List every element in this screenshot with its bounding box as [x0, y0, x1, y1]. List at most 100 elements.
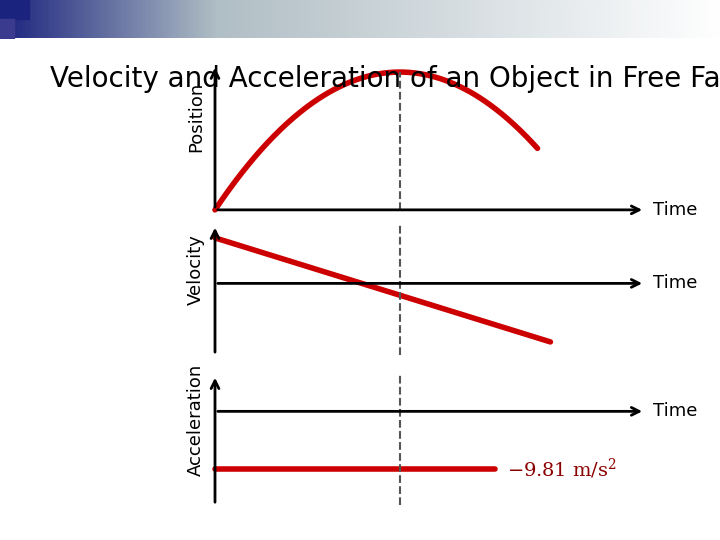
Bar: [634, 0, 636, 38]
Bar: [605, 0, 607, 38]
Bar: [86, 0, 89, 38]
Bar: [437, 0, 439, 38]
Bar: [655, 0, 657, 38]
Bar: [151, 0, 153, 38]
Bar: [708, 0, 711, 38]
Bar: [691, 0, 693, 38]
Bar: [643, 0, 646, 38]
Bar: [713, 0, 715, 38]
Bar: [518, 0, 521, 38]
Bar: [338, 0, 341, 38]
Bar: [607, 0, 610, 38]
Bar: [175, 0, 178, 38]
Bar: [250, 0, 252, 38]
Bar: [264, 0, 266, 38]
Bar: [542, 0, 545, 38]
Bar: [477, 0, 480, 38]
Bar: [259, 0, 261, 38]
Bar: [288, 0, 290, 38]
Bar: [48, 0, 50, 38]
Bar: [689, 0, 691, 38]
Bar: [403, 0, 405, 38]
Bar: [81, 0, 84, 38]
Bar: [230, 0, 233, 38]
Bar: [480, 0, 482, 38]
Bar: [549, 0, 552, 38]
Bar: [653, 0, 655, 38]
Bar: [310, 0, 312, 38]
Bar: [567, 0, 569, 38]
Bar: [65, 0, 67, 38]
Bar: [14, 0, 17, 38]
Bar: [142, 0, 144, 38]
Bar: [103, 0, 106, 38]
Bar: [315, 0, 317, 38]
Text: $\mathregular{-9.81\ m/s^2}$: $\mathregular{-9.81\ m/s^2}$: [508, 456, 617, 481]
Bar: [166, 0, 168, 38]
Bar: [91, 0, 94, 38]
Bar: [451, 0, 454, 38]
Bar: [439, 0, 441, 38]
Bar: [305, 0, 307, 38]
Bar: [624, 0, 626, 38]
Bar: [202, 0, 204, 38]
Bar: [276, 0, 279, 38]
Bar: [423, 0, 425, 38]
Bar: [63, 0, 65, 38]
Bar: [99, 0, 101, 38]
Bar: [269, 0, 271, 38]
Bar: [641, 0, 643, 38]
Bar: [55, 0, 58, 38]
Bar: [487, 0, 490, 38]
Bar: [679, 0, 682, 38]
Bar: [362, 0, 365, 38]
Bar: [552, 0, 554, 38]
Bar: [545, 0, 547, 38]
Bar: [614, 0, 617, 38]
Bar: [581, 0, 583, 38]
Bar: [12, 0, 14, 38]
Bar: [300, 0, 302, 38]
Bar: [670, 0, 672, 38]
Bar: [408, 0, 410, 38]
Bar: [636, 0, 639, 38]
Bar: [418, 0, 420, 38]
Bar: [312, 0, 315, 38]
Bar: [492, 0, 495, 38]
Bar: [302, 0, 305, 38]
Bar: [355, 0, 358, 38]
Bar: [617, 0, 619, 38]
Bar: [684, 0, 686, 38]
Bar: [199, 0, 202, 38]
Bar: [115, 0, 117, 38]
Bar: [351, 0, 353, 38]
Bar: [70, 0, 72, 38]
Bar: [475, 0, 477, 38]
Bar: [499, 0, 502, 38]
Bar: [482, 0, 485, 38]
Bar: [254, 0, 257, 38]
Bar: [297, 0, 300, 38]
Bar: [693, 0, 696, 38]
Bar: [79, 0, 81, 38]
Bar: [158, 0, 161, 38]
Bar: [504, 0, 506, 38]
Bar: [490, 0, 492, 38]
Bar: [108, 0, 110, 38]
Bar: [610, 0, 612, 38]
Bar: [293, 0, 295, 38]
Bar: [461, 0, 463, 38]
Bar: [394, 0, 396, 38]
Bar: [348, 0, 351, 38]
Bar: [569, 0, 571, 38]
Bar: [612, 0, 614, 38]
Bar: [598, 0, 600, 38]
Text: Acceleration: Acceleration: [187, 364, 205, 476]
Bar: [271, 0, 274, 38]
Bar: [0, 0, 2, 38]
Bar: [459, 0, 461, 38]
Bar: [528, 0, 531, 38]
Bar: [113, 0, 115, 38]
Bar: [178, 0, 180, 38]
Bar: [516, 0, 518, 38]
